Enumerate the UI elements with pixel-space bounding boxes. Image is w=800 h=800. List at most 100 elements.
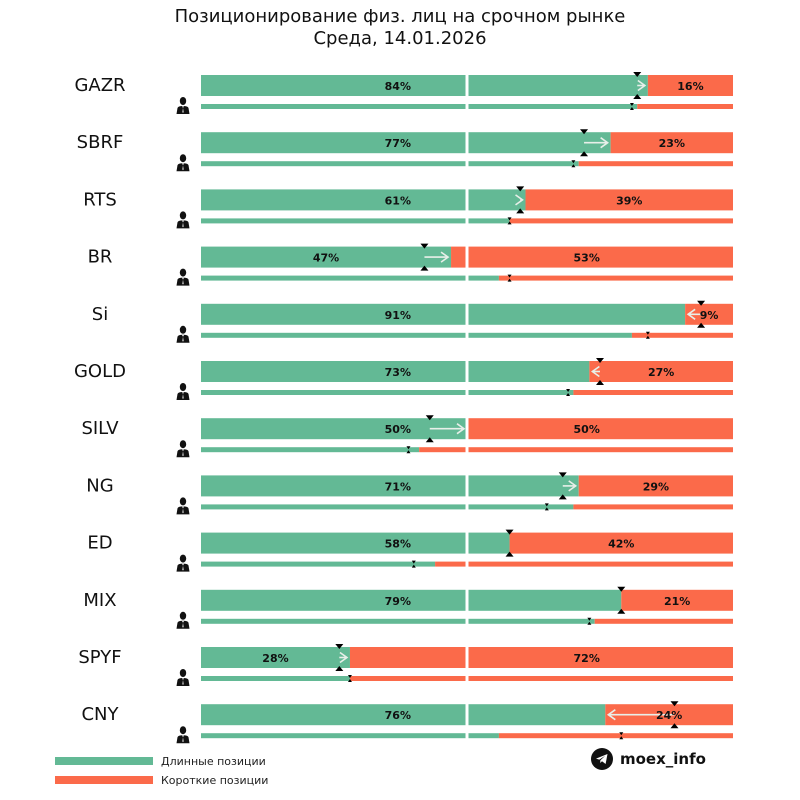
bar-long xyxy=(201,418,467,440)
thin-bar-short xyxy=(509,218,733,224)
thin-bar-short xyxy=(573,390,733,395)
thin-bar-short xyxy=(498,275,733,281)
category-label: MIX xyxy=(83,590,116,611)
center-divider-thin xyxy=(465,675,469,682)
secondary-marker xyxy=(507,217,512,225)
thin-bar-short xyxy=(573,504,733,510)
center-divider-thin xyxy=(465,446,469,454)
person-icon xyxy=(176,669,190,686)
previous-marker xyxy=(617,586,626,614)
thin-bar-short xyxy=(631,332,733,338)
secondary-marker xyxy=(411,560,416,568)
long-value-label: 28% xyxy=(262,652,288,665)
center-divider-thin xyxy=(465,389,469,396)
bar-short xyxy=(509,532,733,554)
short-value-label: 16% xyxy=(677,80,703,93)
category-label: NG xyxy=(86,475,113,496)
chart-title: Позиционирование физ. лиц на срочном рын… xyxy=(174,6,626,27)
thin-bar-long xyxy=(201,275,499,281)
secondary-marker xyxy=(645,331,650,339)
center-divider xyxy=(465,74,469,97)
bar-short xyxy=(647,75,733,96)
change-arrow-head xyxy=(440,251,450,263)
bar-long xyxy=(201,189,526,211)
thin-bar-long xyxy=(201,561,436,567)
legend-item-long: Длинные позиции xyxy=(55,754,266,768)
center-divider xyxy=(465,360,469,383)
category-label: ED xyxy=(87,533,112,554)
bar-long xyxy=(201,532,510,554)
bar-long xyxy=(201,589,622,611)
bar-short xyxy=(525,189,733,211)
person-icon xyxy=(176,383,190,400)
legend-swatch-short xyxy=(55,776,153,784)
thin-bar-long xyxy=(201,676,350,681)
bar-long xyxy=(201,361,590,382)
change-arrow-head xyxy=(568,480,578,492)
center-divider-thin xyxy=(465,274,469,282)
person-icon xyxy=(176,268,190,286)
category-label: SBRF xyxy=(77,132,124,153)
change-arrow-head xyxy=(456,423,466,435)
thin-bar-long xyxy=(201,504,574,510)
secondary-marker xyxy=(566,389,571,396)
bar-short xyxy=(610,132,733,154)
thin-bar-long xyxy=(201,390,574,395)
secondary-marker xyxy=(406,446,411,454)
secondary-marker xyxy=(629,103,634,110)
center-divider-thin xyxy=(465,103,469,110)
thin-bar-short xyxy=(498,733,733,739)
center-divider xyxy=(465,245,469,269)
category-label: RTS xyxy=(83,189,117,210)
center-divider xyxy=(465,588,469,612)
bar-short xyxy=(578,475,733,497)
short-value-label: 21% xyxy=(664,595,690,608)
short-value-label: 50% xyxy=(574,423,600,436)
bar-long xyxy=(201,132,611,154)
thin-bar-short xyxy=(637,104,733,109)
person-icon xyxy=(176,97,190,114)
secondary-marker xyxy=(571,160,576,168)
thin-bar-short xyxy=(435,561,733,567)
bar-long xyxy=(201,704,606,726)
change-arrow-head xyxy=(637,79,647,92)
bar-long xyxy=(201,647,350,668)
long-value-label: 61% xyxy=(385,194,411,207)
short-value-label: 27% xyxy=(648,366,674,379)
long-value-label: 76% xyxy=(385,709,411,722)
category-label: GOLD xyxy=(74,361,126,382)
previous-marker xyxy=(697,300,706,328)
center-divider xyxy=(465,302,469,326)
thin-bar-long xyxy=(201,332,632,338)
short-value-label: 53% xyxy=(574,252,600,265)
secondary-marker xyxy=(544,503,549,511)
change-arrow-head xyxy=(686,308,696,320)
center-divider xyxy=(465,531,469,555)
previous-marker xyxy=(596,358,604,385)
thin-bar-long xyxy=(201,104,638,109)
center-divider xyxy=(465,188,469,212)
previous-marker xyxy=(558,472,567,500)
person-icon xyxy=(176,611,190,629)
long-value-label: 79% xyxy=(385,595,411,608)
previous-marker xyxy=(633,72,642,99)
bar-short xyxy=(349,647,733,668)
person-icon xyxy=(176,497,190,515)
center-divider-thin xyxy=(465,732,469,740)
previous-marker xyxy=(505,529,514,557)
category-label: Si xyxy=(92,304,108,325)
change-arrow-head xyxy=(600,137,610,149)
secondary-marker xyxy=(587,617,592,625)
previous-marker xyxy=(670,701,679,729)
long-value-label: 58% xyxy=(385,538,411,551)
long-value-label: 47% xyxy=(313,252,339,265)
center-divider-thin xyxy=(465,331,469,339)
thin-bar-long xyxy=(201,447,420,453)
thin-bar-long xyxy=(201,733,499,739)
thin-bar-short xyxy=(419,447,733,453)
person-icon xyxy=(176,211,190,229)
long-value-label: 71% xyxy=(385,480,411,493)
center-divider-thin xyxy=(465,160,469,168)
center-divider-thin xyxy=(465,503,469,511)
bar-short xyxy=(589,361,733,382)
